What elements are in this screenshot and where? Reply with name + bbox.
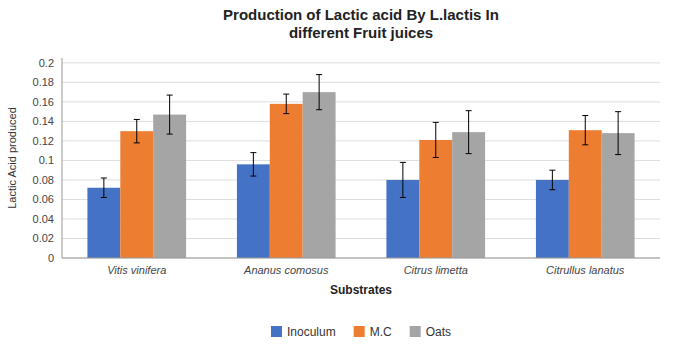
x-tick-label: Citrus limetta (404, 264, 468, 276)
error-cap (167, 95, 173, 96)
error-cap (316, 74, 322, 75)
error-stem (402, 162, 403, 197)
y-axis-label: Lactic Acid produced (6, 107, 18, 209)
y-tick-label: 0 (48, 252, 54, 264)
legend-swatch (354, 326, 365, 337)
error-bar (433, 122, 439, 157)
error-cap (400, 162, 406, 163)
error-stem (253, 153, 254, 176)
error-cap (167, 134, 173, 135)
error-bar (134, 119, 140, 142)
error-cap (615, 154, 621, 155)
error-bar (101, 178, 107, 198)
error-cap (549, 170, 555, 171)
error-bar (466, 111, 472, 154)
y-tick-label: 0.06 (33, 193, 54, 205)
error-cap (250, 152, 256, 153)
error-stem (103, 178, 104, 198)
error-stem (468, 111, 469, 154)
error-bar (615, 112, 621, 155)
y-tick-label: 0.12 (33, 135, 54, 147)
y-tick-label: 0.08 (33, 174, 54, 186)
error-stem (319, 75, 320, 110)
legend-label: Inoculum (287, 325, 336, 339)
bar (153, 115, 186, 258)
legend-item: Oats (410, 325, 451, 339)
error-cap (433, 157, 439, 158)
bar (87, 188, 120, 258)
error-cap (134, 142, 140, 143)
grid (62, 63, 660, 258)
error-stem (169, 95, 170, 134)
y-tick-label: 0.16 (33, 96, 54, 108)
legend-item: Inoculum (271, 325, 336, 339)
y-tick-label: 0.14 (33, 115, 54, 127)
y-tick-label: 0.18 (33, 76, 54, 88)
marks (87, 75, 634, 258)
x-axis-label: Substrates (330, 283, 392, 297)
error-cap (283, 94, 289, 95)
title-line: Production of Lactic acid By L.lactis In (223, 6, 499, 23)
x-tick-label: Vitis vinifera (107, 264, 166, 276)
bar (536, 180, 569, 258)
legend-swatch (271, 326, 282, 337)
error-stem (552, 170, 553, 190)
bar (270, 104, 303, 258)
legend-label: M.C (370, 325, 392, 339)
bar (303, 92, 336, 258)
error-bar (250, 153, 256, 176)
x-tick-label: Ananus comosus (243, 264, 329, 276)
y-tick-label: 0.02 (33, 232, 54, 244)
error-cap (101, 178, 107, 179)
error-bar (549, 170, 555, 190)
title-line: different Fruit juices (289, 24, 433, 41)
legend-swatch (410, 326, 421, 337)
error-cap (466, 110, 472, 111)
error-cap (283, 113, 289, 114)
error-bar (582, 116, 588, 145)
title: Production of Lactic acid By L.lactis In… (223, 6, 499, 41)
error-cap (433, 122, 439, 123)
error-stem (435, 122, 436, 157)
grid-line (62, 82, 660, 83)
y-tick-label: 0.2 (39, 57, 54, 69)
y-tick-label: 0.1 (39, 154, 54, 166)
error-cap (549, 189, 555, 190)
error-cap (400, 197, 406, 198)
x-tick-label: Citrullus lanatus (546, 264, 625, 276)
error-cap (250, 176, 256, 177)
bar (569, 130, 602, 258)
grid-line (62, 62, 660, 63)
error-bar (167, 95, 173, 134)
error-cap (582, 115, 588, 116)
grid-line (62, 101, 660, 102)
error-stem (618, 112, 619, 155)
bar (120, 131, 153, 258)
error-bar (400, 162, 406, 197)
legend-item: M.C (354, 325, 392, 339)
error-cap (582, 144, 588, 145)
grid-line (62, 258, 660, 259)
error-cap (316, 109, 322, 110)
error-cap (615, 111, 621, 112)
bar (419, 140, 452, 258)
bar (237, 164, 270, 258)
error-stem (286, 94, 287, 114)
legend: Inoculum M.C Oats (271, 325, 451, 339)
legend-label: Oats (426, 325, 451, 339)
x-axis-line (62, 258, 660, 259)
error-cap (466, 153, 472, 154)
error-bar (283, 94, 289, 114)
error-cap (134, 119, 140, 120)
y-tick-label: 0.04 (33, 213, 54, 225)
error-stem (585, 116, 586, 145)
error-cap (101, 197, 107, 198)
grid-line (62, 121, 660, 122)
chart: Production of Lactic acid By L.lactis In… (0, 0, 673, 350)
y-axis-line (62, 58, 63, 258)
error-stem (136, 119, 137, 142)
error-bar (316, 75, 322, 110)
